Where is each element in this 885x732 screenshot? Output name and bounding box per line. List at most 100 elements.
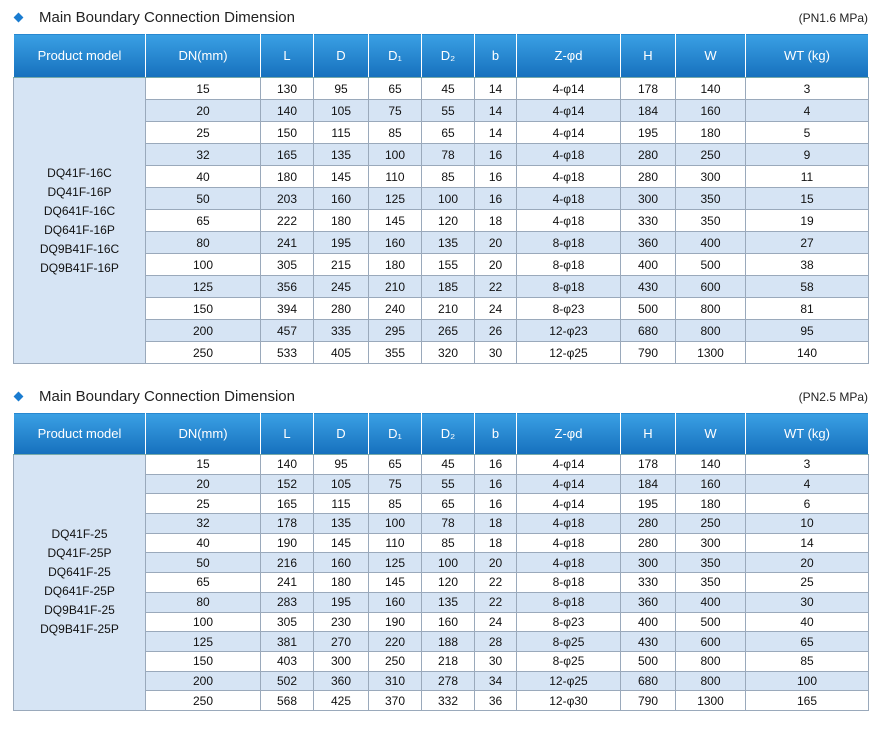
header-cell: D <box>313 33 369 78</box>
cell: 14 <box>474 99 517 122</box>
cell: 195 <box>620 493 676 515</box>
cell: 350 <box>675 552 746 574</box>
cell: 160 <box>675 99 746 122</box>
cell: 32 <box>145 143 261 166</box>
cell: 403 <box>260 650 314 672</box>
cell: 12-φ23 <box>516 319 621 342</box>
cell: 85 <box>368 493 422 515</box>
cell: 140 <box>745 341 869 364</box>
cell: 8-φ18 <box>516 231 621 254</box>
cell: 4-φ18 <box>516 165 621 188</box>
cell: 335 <box>313 319 369 342</box>
data-row: 80 241 195 160 135 20 8-φ18 360 400 27 <box>14 231 869 254</box>
cell: 160 <box>313 552 369 574</box>
cell: 40 <box>145 532 261 554</box>
header-cell: H <box>620 33 676 78</box>
cell: 188 <box>421 631 475 652</box>
cell: 160 <box>313 187 369 210</box>
model-name: DQ641F-25 <box>48 565 111 580</box>
cell: 502 <box>260 670 314 692</box>
cell: 180 <box>313 209 369 232</box>
header-cell: D <box>313 412 369 455</box>
cell: 8-φ25 <box>516 650 621 672</box>
cell: 330 <box>620 209 676 232</box>
cell: 16 <box>474 143 517 166</box>
cell: 203 <box>260 187 314 210</box>
cell: 280 <box>620 532 676 554</box>
header-cell: WT (kg) <box>745 412 869 455</box>
cell: 155 <box>421 253 475 276</box>
cell: 19 <box>745 209 869 232</box>
cell: 65 <box>145 209 261 232</box>
cell: 100 <box>145 253 261 276</box>
header-cell: D₂ <box>421 33 475 78</box>
cell: 600 <box>675 631 746 652</box>
cell: 800 <box>675 297 746 320</box>
cell: 405 <box>313 341 369 364</box>
cell: 65 <box>421 493 475 515</box>
cell: 790 <box>620 341 676 364</box>
cell: 145 <box>313 532 369 554</box>
cell: 85 <box>421 532 475 554</box>
cell: 22 <box>474 591 517 613</box>
cell: 200 <box>145 319 261 342</box>
cell: 27 <box>745 231 869 254</box>
cell: 105 <box>313 473 369 495</box>
header-cell: L <box>260 412 314 455</box>
cell: 150 <box>145 650 261 672</box>
data-row: 250 568 425 370 332 36 12-φ30 790 1300 165 <box>14 690 869 711</box>
cell: 18 <box>474 209 517 232</box>
cell: 22 <box>474 275 517 298</box>
cell: 400 <box>675 591 746 613</box>
cell: 78 <box>421 513 475 534</box>
cell: 58 <box>745 275 869 298</box>
data-row: DQ41F-16C DQ41F-16P DQ641F-16C DQ641F-16P DQ… <box>13 77 869 364</box>
cell: 40 <box>745 611 869 633</box>
cell: 8-φ18 <box>516 253 621 276</box>
cell: 332 <box>421 690 475 711</box>
cell: 180 <box>675 121 746 144</box>
data-row: 150 394 280 240 210 24 8-φ23 500 800 81 <box>14 297 869 320</box>
data-row: 40 180 145 110 85 16 4-φ18 280 300 11 <box>14 165 869 188</box>
cell: 14 <box>745 532 869 554</box>
data-table: Product model DN(mm) L D D₁ D₂ b Z-φd H W WT (kg) D… <box>13 33 869 364</box>
cell: 305 <box>260 253 314 276</box>
cell: 20 <box>145 99 261 122</box>
cell: 100 <box>368 143 422 166</box>
cell: 65 <box>368 454 422 475</box>
cell: 360 <box>313 670 369 692</box>
cell: 15 <box>145 77 261 100</box>
model-name: DQ641F-16C <box>43 203 116 218</box>
cell: 800 <box>675 319 746 342</box>
cell: 184 <box>620 473 676 495</box>
cell: 790 <box>620 690 676 711</box>
data-row: 100 305 230 190 160 24 8-φ23 400 500 40 <box>14 611 869 633</box>
cell: 81 <box>745 297 869 320</box>
cell: 80 <box>145 231 261 254</box>
header-cell: DN(mm) <box>145 412 261 455</box>
data-row: 200 457 335 295 265 26 12-φ23 680 800 95 <box>14 319 869 342</box>
header-cell: Z-φd <box>516 33 621 78</box>
cell: 135 <box>313 513 369 534</box>
cell: 110 <box>368 532 422 554</box>
cell: 160 <box>421 611 475 633</box>
cell: 190 <box>260 532 314 554</box>
cell: 4 <box>745 473 869 495</box>
cell: 140 <box>675 77 746 100</box>
cell: 350 <box>675 572 746 593</box>
cell: 500 <box>675 611 746 633</box>
cell: 457 <box>260 319 314 342</box>
cell: 135 <box>421 591 475 613</box>
header-cell: L <box>260 33 314 78</box>
cell: 195 <box>620 121 676 144</box>
cell: 80 <box>145 591 261 613</box>
cell: 115 <box>313 493 369 515</box>
cell: 8-φ18 <box>516 572 621 593</box>
cell: 100 <box>145 611 261 633</box>
data-row: 25 165 115 85 65 16 4-φ14 195 180 6 <box>14 493 869 515</box>
cell: 4-φ14 <box>516 454 621 475</box>
cell: 430 <box>620 631 676 652</box>
cell: 300 <box>620 187 676 210</box>
cell: 5 <box>745 121 869 144</box>
cell: 140 <box>260 99 314 122</box>
